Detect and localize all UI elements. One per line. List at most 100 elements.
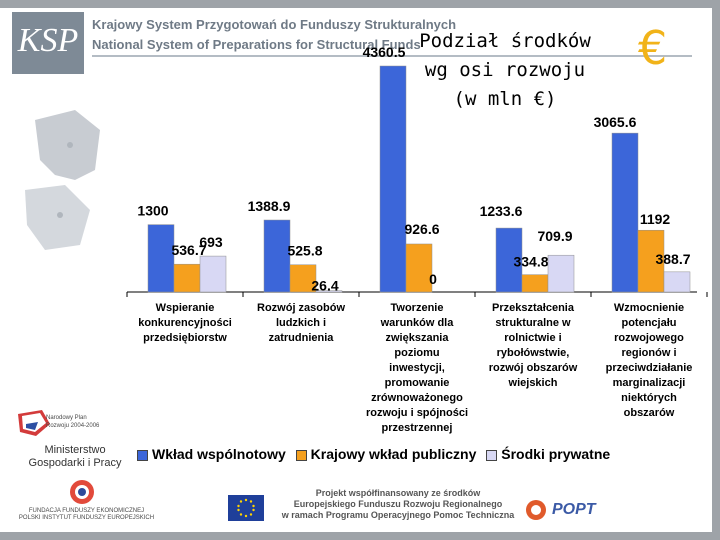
ksp-logo: KSP xyxy=(12,12,84,74)
legend-label: Środki prywatne xyxy=(501,446,611,462)
legend-swatch xyxy=(137,449,148,461)
data-label: 3065.6 xyxy=(594,114,637,130)
category-label: Przekształcenia strukturalne w rolnictwie … xyxy=(475,301,591,391)
category-label-line: niektórych xyxy=(621,392,677,404)
bar-private xyxy=(547,254,575,293)
category-label: Tworzenie warunków dla zwiększania poziomu i… xyxy=(359,301,475,436)
category-label-line: wiejskich xyxy=(508,377,558,389)
category-label-line: zrównoważonego xyxy=(371,392,463,404)
frame-bottom xyxy=(0,532,720,540)
category-label-line: rozwojowego xyxy=(614,332,684,344)
bar-community xyxy=(611,132,639,293)
bar-community xyxy=(495,227,523,293)
data-label: 26.4 xyxy=(311,278,338,294)
category-label-line: rozwój obszarów xyxy=(488,362,578,374)
popt-logo-icon xyxy=(526,500,546,520)
data-label: 388.7 xyxy=(655,251,690,267)
header-title-en: National System of Preparations for Stru… xyxy=(92,37,421,52)
header-divider xyxy=(92,55,692,57)
ministry-line: Ministerstwo xyxy=(44,444,106,456)
data-label: 693 xyxy=(199,234,223,250)
category-label-line: potencjału xyxy=(621,317,677,329)
footer-line: w ramach Programu Operacyjnego Pomoc Tec… xyxy=(281,510,515,520)
data-label: 1233.6 xyxy=(480,203,523,219)
legend-swatch xyxy=(486,449,498,461)
bar-national xyxy=(405,243,433,293)
ksp-logo-text: KSP xyxy=(17,22,79,59)
eu-flag-icon xyxy=(228,495,264,521)
legend-item: Środki prywatne xyxy=(486,446,610,462)
ministry-name: Ministerstwo Gospodarki i Pracy xyxy=(20,444,130,470)
ffe-line: FUNDACJA FUNDUSZY EKONOMICZNEJ xyxy=(28,508,145,514)
data-label: 1388.9 xyxy=(248,198,291,214)
plan-rozwoju-logo xyxy=(18,410,50,436)
category-label: Wzmocnienie potencjału rozwojowego regionów… xyxy=(591,301,707,421)
category-label-line: rolnictwie i xyxy=(504,332,562,344)
ffe-line: POLSKI INSTYTUT FUNDUSZY EUROPEJSKICH xyxy=(18,515,155,521)
data-label: 525.8 xyxy=(287,243,322,259)
legend: Wkład wspólnotowy Krajowy wkład publiczn… xyxy=(137,446,616,462)
bar-national xyxy=(521,274,549,293)
category-label-line: rozwoju i spójności xyxy=(365,407,469,419)
legend-label: Krajowy wkład publiczny xyxy=(310,446,477,462)
bar-private xyxy=(663,271,691,293)
category-label-line: przeciwdziałanie xyxy=(605,362,693,374)
footer-line: Europejskiego Funduszu Rozwoju Regionaln… xyxy=(293,499,503,509)
euro-icon: € xyxy=(638,21,667,75)
bar-community xyxy=(147,224,175,293)
legend-swatch xyxy=(295,449,307,461)
data-label: 0 xyxy=(429,271,437,287)
category-label-line: regionów i xyxy=(621,347,677,359)
category-label-line: Przekształcenia xyxy=(492,302,574,314)
category-label-line: ludzkich i xyxy=(275,317,327,329)
footer-line: Projekt współfinansowany ze środków xyxy=(315,488,481,498)
category-label-line: konkurencyjności xyxy=(138,317,232,329)
popt-text: POPT xyxy=(552,501,596,518)
ffe-logo-icon xyxy=(70,480,94,504)
chart-title-line: (w mln €) xyxy=(453,88,557,110)
legend-label: Wkład wspólnotowy xyxy=(152,446,286,462)
bar-community xyxy=(263,219,291,293)
category-label-line: Rozwój zasobów xyxy=(257,302,345,314)
ffe-text: FUNDACJA FUNDUSZY EKONOMICZNEJ POLSKI IN… xyxy=(14,508,159,522)
category-label-line: warunków dla xyxy=(380,317,454,329)
category-label-line: marginalizacji xyxy=(612,377,686,389)
category-label-line: zwiększania xyxy=(385,332,449,344)
category-label-line: Tworzenie xyxy=(390,302,444,314)
ministry-line: Gospodarki i Pracy xyxy=(28,457,122,469)
data-label: 334.8 xyxy=(513,254,548,270)
legend-item: Wkład wspólnotowy xyxy=(137,446,286,462)
category-label: Wspieranie konkurencyjności przedsiębiorst… xyxy=(127,301,243,346)
data-label: 926.6 xyxy=(404,221,439,237)
header-title-pl: Krajowy System Przygotowań do Funduszy S… xyxy=(92,17,457,32)
data-label: 1192 xyxy=(640,211,671,227)
category-label-line: rybołówstwie, xyxy=(496,347,570,359)
chart-title: Podział środków wg osi rozwoju (w mln €) xyxy=(400,27,610,114)
plan-rozwoju-line: Rozwoju 2004-2006 xyxy=(46,423,100,429)
category-label-line: promowanie xyxy=(384,377,450,389)
frame-right xyxy=(712,0,720,540)
europe-map-icon xyxy=(25,110,100,250)
category-label-line: strukturalne w xyxy=(495,317,571,329)
footer-text: Projekt współfinansowany ze środków Euro… xyxy=(278,488,518,521)
category-label-line: obszarów xyxy=(623,407,675,419)
data-label: 1300 xyxy=(137,203,168,219)
data-label: 4360.5 xyxy=(363,44,406,60)
category-label-line: Wzmocnienie xyxy=(613,302,685,314)
category-label-line: inwestycji, xyxy=(389,362,445,374)
category-label-line: przedsiębiorstw xyxy=(143,332,227,344)
legend-item: Krajowy wkład publiczny xyxy=(295,446,477,462)
bar-community xyxy=(379,65,407,293)
data-label: 536.7 xyxy=(171,242,206,258)
plan-rozwoju-text: Narodowy Plan Rozwoju 2004-2006 xyxy=(46,414,99,430)
chart-title-line: Podział środków xyxy=(419,30,591,52)
bar-national xyxy=(289,264,317,293)
category-label-line: zatrudnienia xyxy=(268,332,334,344)
frame-top xyxy=(0,0,720,8)
bar-national xyxy=(173,263,201,293)
bar-private xyxy=(199,255,227,293)
category-label-line: Wspieranie xyxy=(155,302,215,314)
plan-rozwoju-line: Narodowy Plan xyxy=(46,415,87,421)
bar-national xyxy=(637,229,665,293)
